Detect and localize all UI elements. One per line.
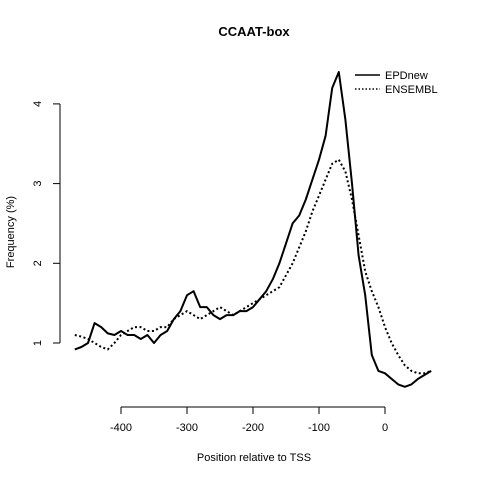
- y-tick-label-1: 1: [32, 340, 44, 346]
- y-tick-label-3: 3: [32, 181, 44, 187]
- chart-title: CCAAT-box: [218, 24, 290, 39]
- legend-label-epdnew: EPDnew: [385, 70, 428, 82]
- x-tick-label--100: -100: [308, 422, 330, 434]
- y-tick-label-2: 2: [32, 260, 44, 266]
- y-axis: 1 2 3 4: [32, 101, 61, 346]
- x-tick-label--400: -400: [110, 422, 132, 434]
- series-line-ensembl: [74, 158, 432, 375]
- x-tick-label--200: -200: [242, 422, 264, 434]
- y-axis-label: Frequency (%): [5, 196, 17, 268]
- x-axis-label: Position relative to TSS: [197, 452, 311, 464]
- y-tick-label-4: 4: [32, 101, 44, 107]
- series-line-epdnew: [74, 71, 432, 388]
- series-layer: [74, 71, 432, 388]
- x-tick-label-0: 0: [382, 422, 388, 434]
- legend-label-ensembl: ENSEMBL: [385, 84, 438, 96]
- x-axis: -400 -300 -200 -100 0: [110, 406, 388, 434]
- legend: EPDnew ENSEMBL: [355, 70, 438, 96]
- x-tick-label--300: -300: [176, 422, 198, 434]
